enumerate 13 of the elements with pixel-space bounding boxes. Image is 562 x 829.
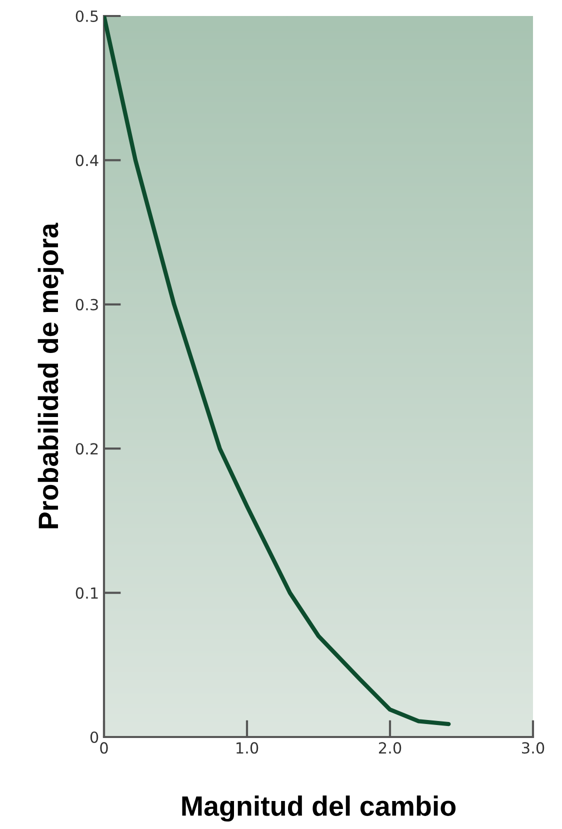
x-tick-label: 2.0 (378, 742, 402, 754)
x-axis-title: Magnitud del cambio (182, 796, 456, 822)
y-axis-title: Probabilidad de mejora (38, 222, 64, 528)
y-tick-label: 0.4 (76, 154, 98, 166)
y-tick-label: 0 (90, 731, 98, 744)
line-series (104, 16, 451, 726)
y-tick-label: 0.2 (76, 443, 98, 455)
x-tick-label: 0 (100, 742, 108, 754)
y-tick-label: 0.3 (76, 298, 98, 310)
x-tick-label: 3.0 (522, 742, 544, 754)
y-tick-label: 0.1 (76, 587, 98, 599)
x-tick-label: 1.0 (236, 742, 258, 754)
y-tick-label: 0.5 (76, 10, 98, 22)
